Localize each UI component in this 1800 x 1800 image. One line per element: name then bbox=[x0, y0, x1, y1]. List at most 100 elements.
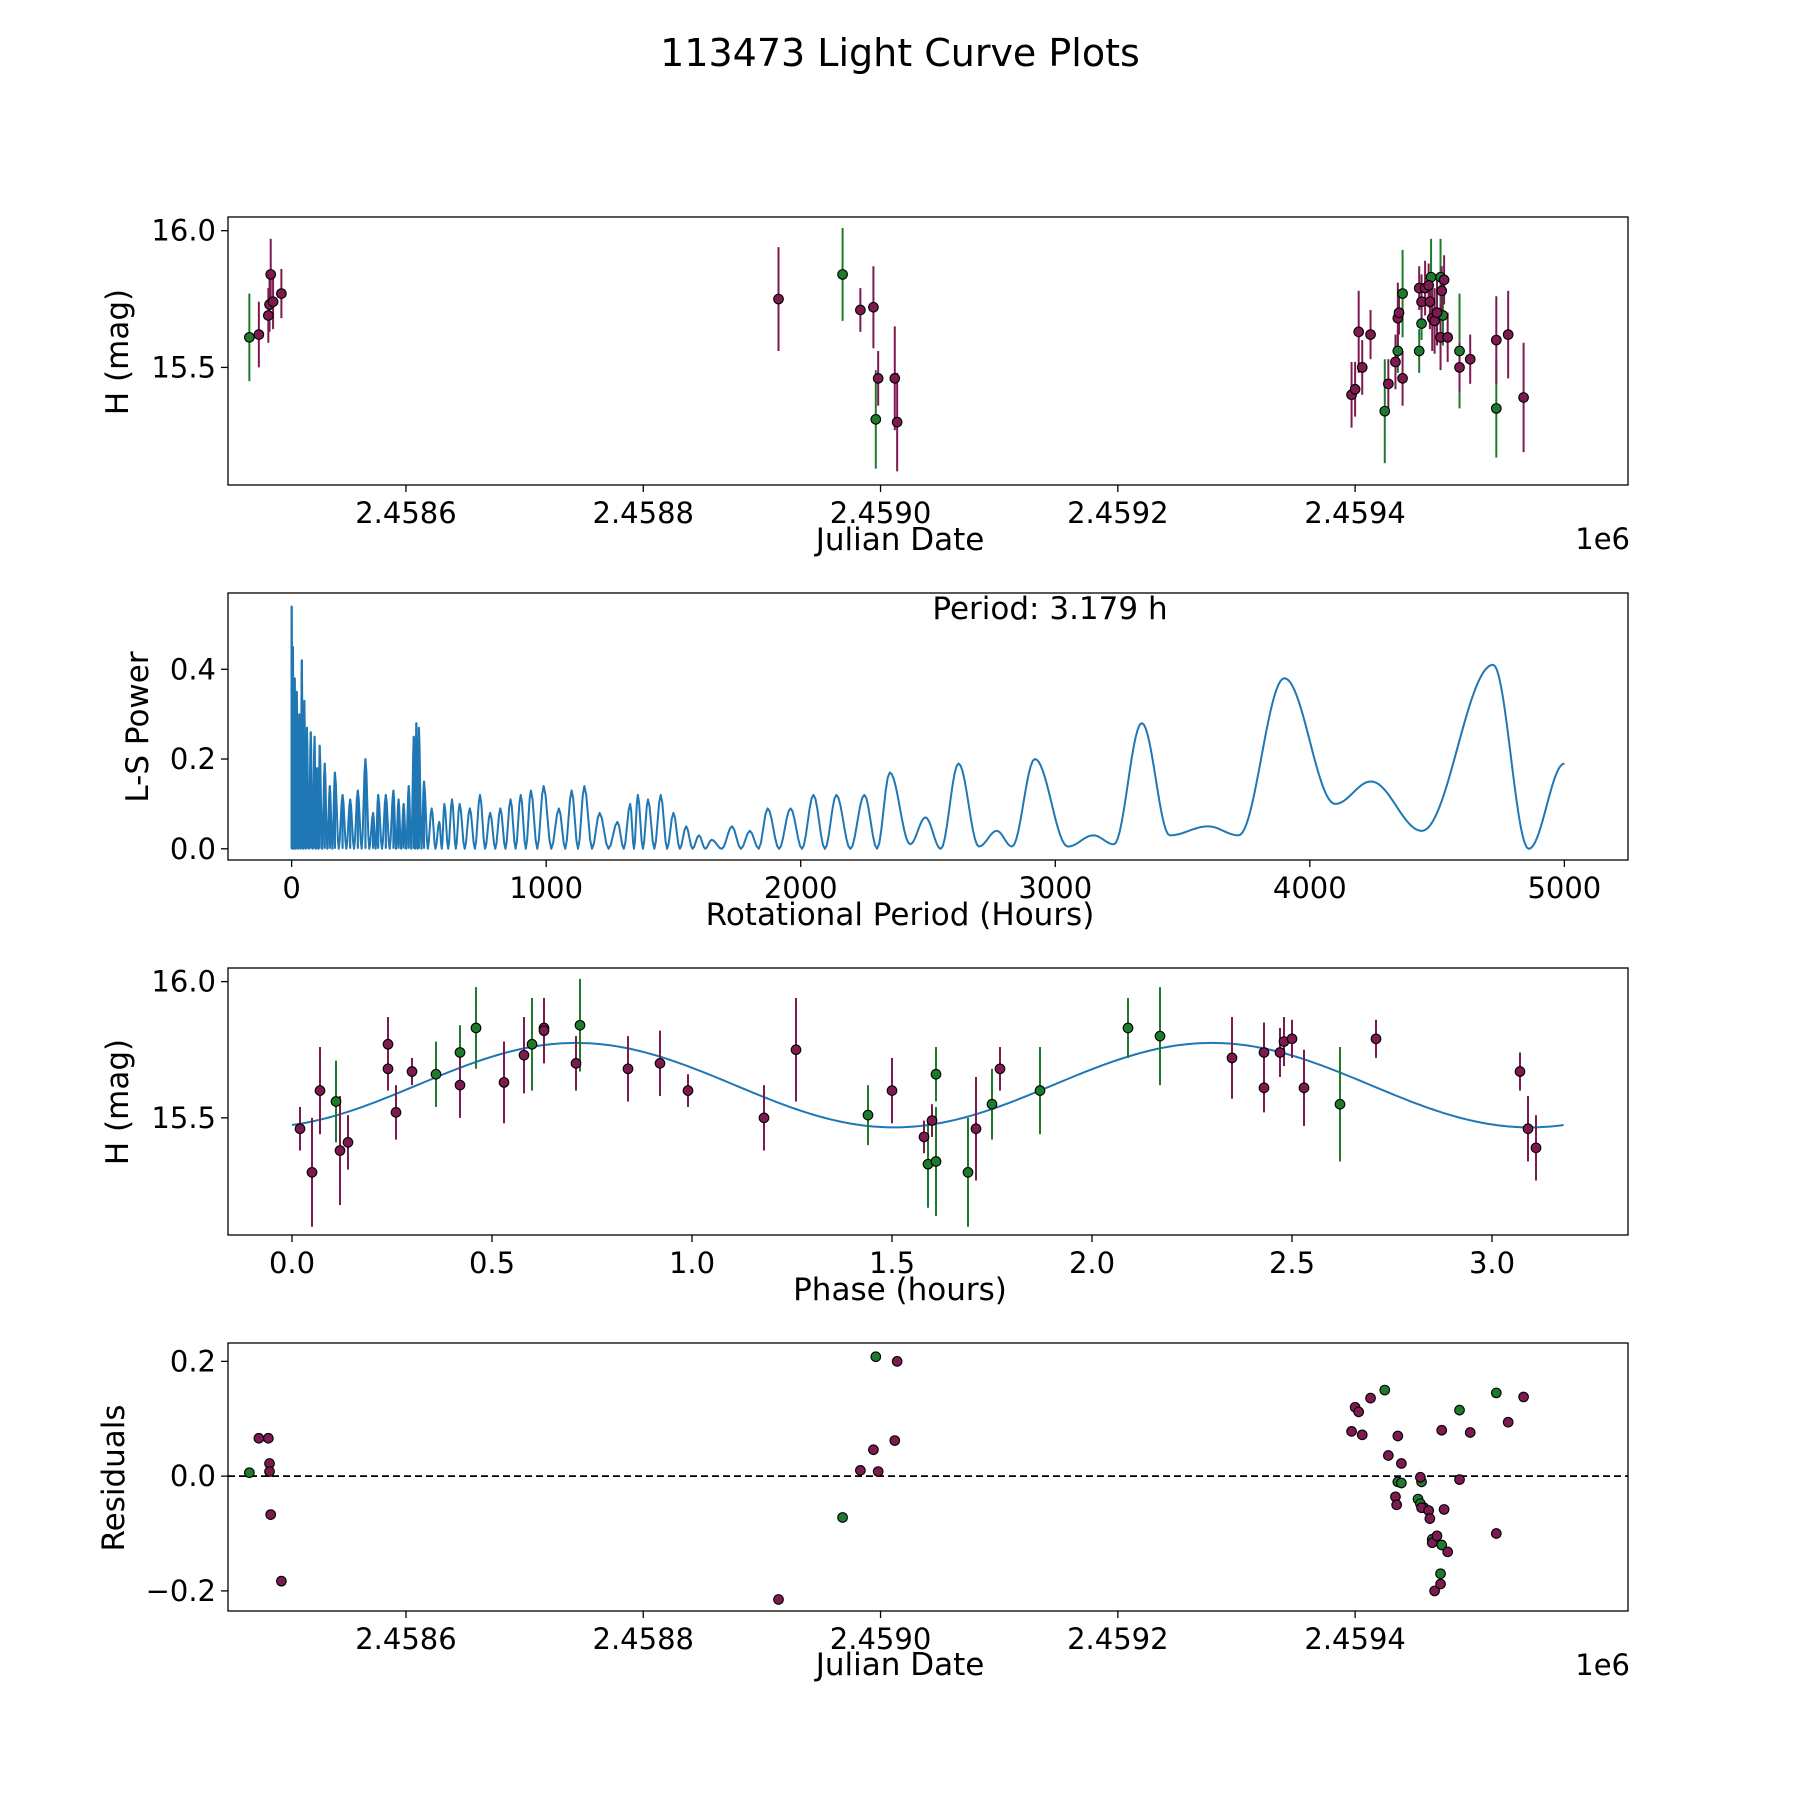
data-point-green bbox=[1379, 405, 1391, 417]
data-point-purple bbox=[1454, 1474, 1465, 1485]
data-point-purple bbox=[1502, 1416, 1514, 1428]
residuals-panel: Julian Date Residuals 1e6 2.4586 2.4588 2.… bbox=[96, 1342, 1630, 1683]
x-tick-label: 3000 bbox=[1018, 871, 1092, 905]
data-point-purple bbox=[1424, 1513, 1436, 1524]
data-point-purple bbox=[1346, 1426, 1357, 1437]
data-point-purple bbox=[758, 1112, 770, 1124]
data-point-purple bbox=[872, 372, 884, 384]
data-point-purple bbox=[1490, 334, 1502, 346]
data-point-purple bbox=[1530, 1142, 1542, 1154]
x-tick-label: 0 bbox=[282, 871, 300, 905]
data-point-purple bbox=[342, 1137, 354, 1148]
data-point-purple bbox=[1464, 353, 1476, 365]
data-point-purple bbox=[1356, 362, 1368, 373]
y-tick-label: 0.0 bbox=[170, 832, 216, 866]
panel1-axes-frame bbox=[227, 216, 1629, 486]
x-tick-label: 2.4590 bbox=[830, 496, 931, 530]
x-tick-label: 3.0 bbox=[1469, 1246, 1515, 1280]
data-point-green bbox=[1413, 345, 1425, 357]
data-point-purple bbox=[382, 1063, 394, 1075]
periodogram-panel: Rotational Period (Hours) L-S Power Peri… bbox=[120, 591, 1629, 933]
data-point-purple bbox=[306, 1166, 318, 1178]
data-point-green bbox=[526, 1038, 538, 1050]
data-point-green bbox=[837, 1512, 848, 1523]
phase-folded-panel: Phase (hours) H (mag) 0.0 0.5 1.0 1.5 2.0 2.5… bbox=[100, 965, 1629, 1308]
data-point-purple bbox=[382, 1038, 394, 1050]
data-point-purple bbox=[1438, 1504, 1450, 1515]
x-tick-label: 2000 bbox=[764, 871, 838, 905]
data-point-purple bbox=[1353, 1406, 1365, 1418]
data-point-purple bbox=[872, 1466, 884, 1477]
data-point-purple bbox=[1365, 1392, 1376, 1404]
data-point-green bbox=[1122, 1022, 1134, 1034]
data-point-green bbox=[1396, 1477, 1407, 1489]
data-point-purple bbox=[1518, 1391, 1529, 1403]
data-point-purple bbox=[1393, 307, 1405, 319]
data-point-purple bbox=[498, 1077, 510, 1088]
data-point-green bbox=[430, 1068, 442, 1080]
data-point-purple bbox=[1382, 1450, 1394, 1461]
data-point-green bbox=[330, 1096, 342, 1107]
data-point-purple bbox=[889, 372, 901, 384]
x-tick-label: 0.0 bbox=[269, 1246, 315, 1280]
data-point-purple bbox=[1435, 1578, 1446, 1590]
data-point-green bbox=[1454, 1404, 1465, 1416]
data-point-purple bbox=[1390, 356, 1401, 368]
data-point-purple bbox=[265, 269, 277, 280]
data-point-purple bbox=[406, 1066, 418, 1077]
data-point-green bbox=[870, 414, 882, 425]
data-point-green bbox=[454, 1047, 466, 1058]
data-point-purple bbox=[267, 296, 279, 308]
x-tick-label: 2.4594 bbox=[1304, 1622, 1405, 1656]
panel1-xlabel: Julian Date bbox=[814, 522, 985, 558]
data-point-purple bbox=[889, 1435, 901, 1446]
data-point-purple bbox=[1464, 1427, 1476, 1438]
x-tick-label: 1.5 bbox=[869, 1246, 915, 1280]
data-point-purple bbox=[773, 1594, 784, 1605]
data-point-purple bbox=[262, 1432, 274, 1444]
x-tick-label: 5000 bbox=[1527, 871, 1601, 905]
data-point-purple bbox=[1424, 296, 1436, 308]
data-point-green bbox=[1490, 1387, 1502, 1399]
x-tick-label: 2.5 bbox=[1269, 1246, 1315, 1280]
data-point-purple bbox=[1514, 1066, 1526, 1077]
y-tick-label: 0.4 bbox=[170, 652, 216, 686]
data-point-purple bbox=[1226, 1052, 1238, 1064]
data-point-green bbox=[862, 1109, 874, 1121]
data-point-green bbox=[1454, 345, 1465, 357]
panel2-axes-frame bbox=[227, 592, 1629, 861]
panel1-ylabel: H (mag) bbox=[100, 289, 136, 415]
data-point-purple bbox=[1286, 1033, 1298, 1045]
data-point-purple bbox=[1442, 1546, 1454, 1558]
data-point-purple bbox=[570, 1058, 582, 1069]
data-point-purple bbox=[1490, 1528, 1502, 1539]
x-tick-label: 0.5 bbox=[469, 1246, 515, 1280]
panel4-offset-label: 1e6 bbox=[1575, 1648, 1630, 1682]
figure-title: 113473 Light Curve Plots bbox=[660, 31, 1140, 75]
data-point-purple bbox=[1454, 362, 1465, 373]
data-point-purple bbox=[1370, 1033, 1382, 1045]
data-point-purple bbox=[276, 1575, 287, 1587]
data-point-purple bbox=[262, 310, 274, 321]
data-point-purple bbox=[868, 301, 879, 313]
data-point-purple bbox=[1392, 1430, 1404, 1442]
data-point-purple bbox=[682, 1085, 694, 1096]
data-point-purple bbox=[264, 1466, 275, 1477]
data-point-green bbox=[1334, 1098, 1346, 1110]
data-point-purple bbox=[855, 304, 866, 316]
data-point-purple bbox=[1391, 1499, 1402, 1511]
data-point-purple bbox=[1518, 392, 1529, 403]
data-point-purple bbox=[773, 293, 784, 305]
data-point-purple bbox=[790, 1044, 802, 1056]
x-tick-label: 2.4586 bbox=[355, 496, 456, 530]
data-point-purple bbox=[1431, 307, 1443, 319]
data-point-purple bbox=[1397, 372, 1408, 384]
data-point-purple bbox=[855, 1465, 866, 1476]
panel3-ylabel: H (mag) bbox=[100, 1039, 136, 1165]
data-point-green bbox=[1416, 318, 1427, 330]
data-point-green bbox=[1397, 288, 1408, 299]
data-point-purple bbox=[886, 1085, 898, 1096]
x-tick-label: 1000 bbox=[509, 871, 583, 905]
data-point-purple bbox=[253, 329, 265, 340]
